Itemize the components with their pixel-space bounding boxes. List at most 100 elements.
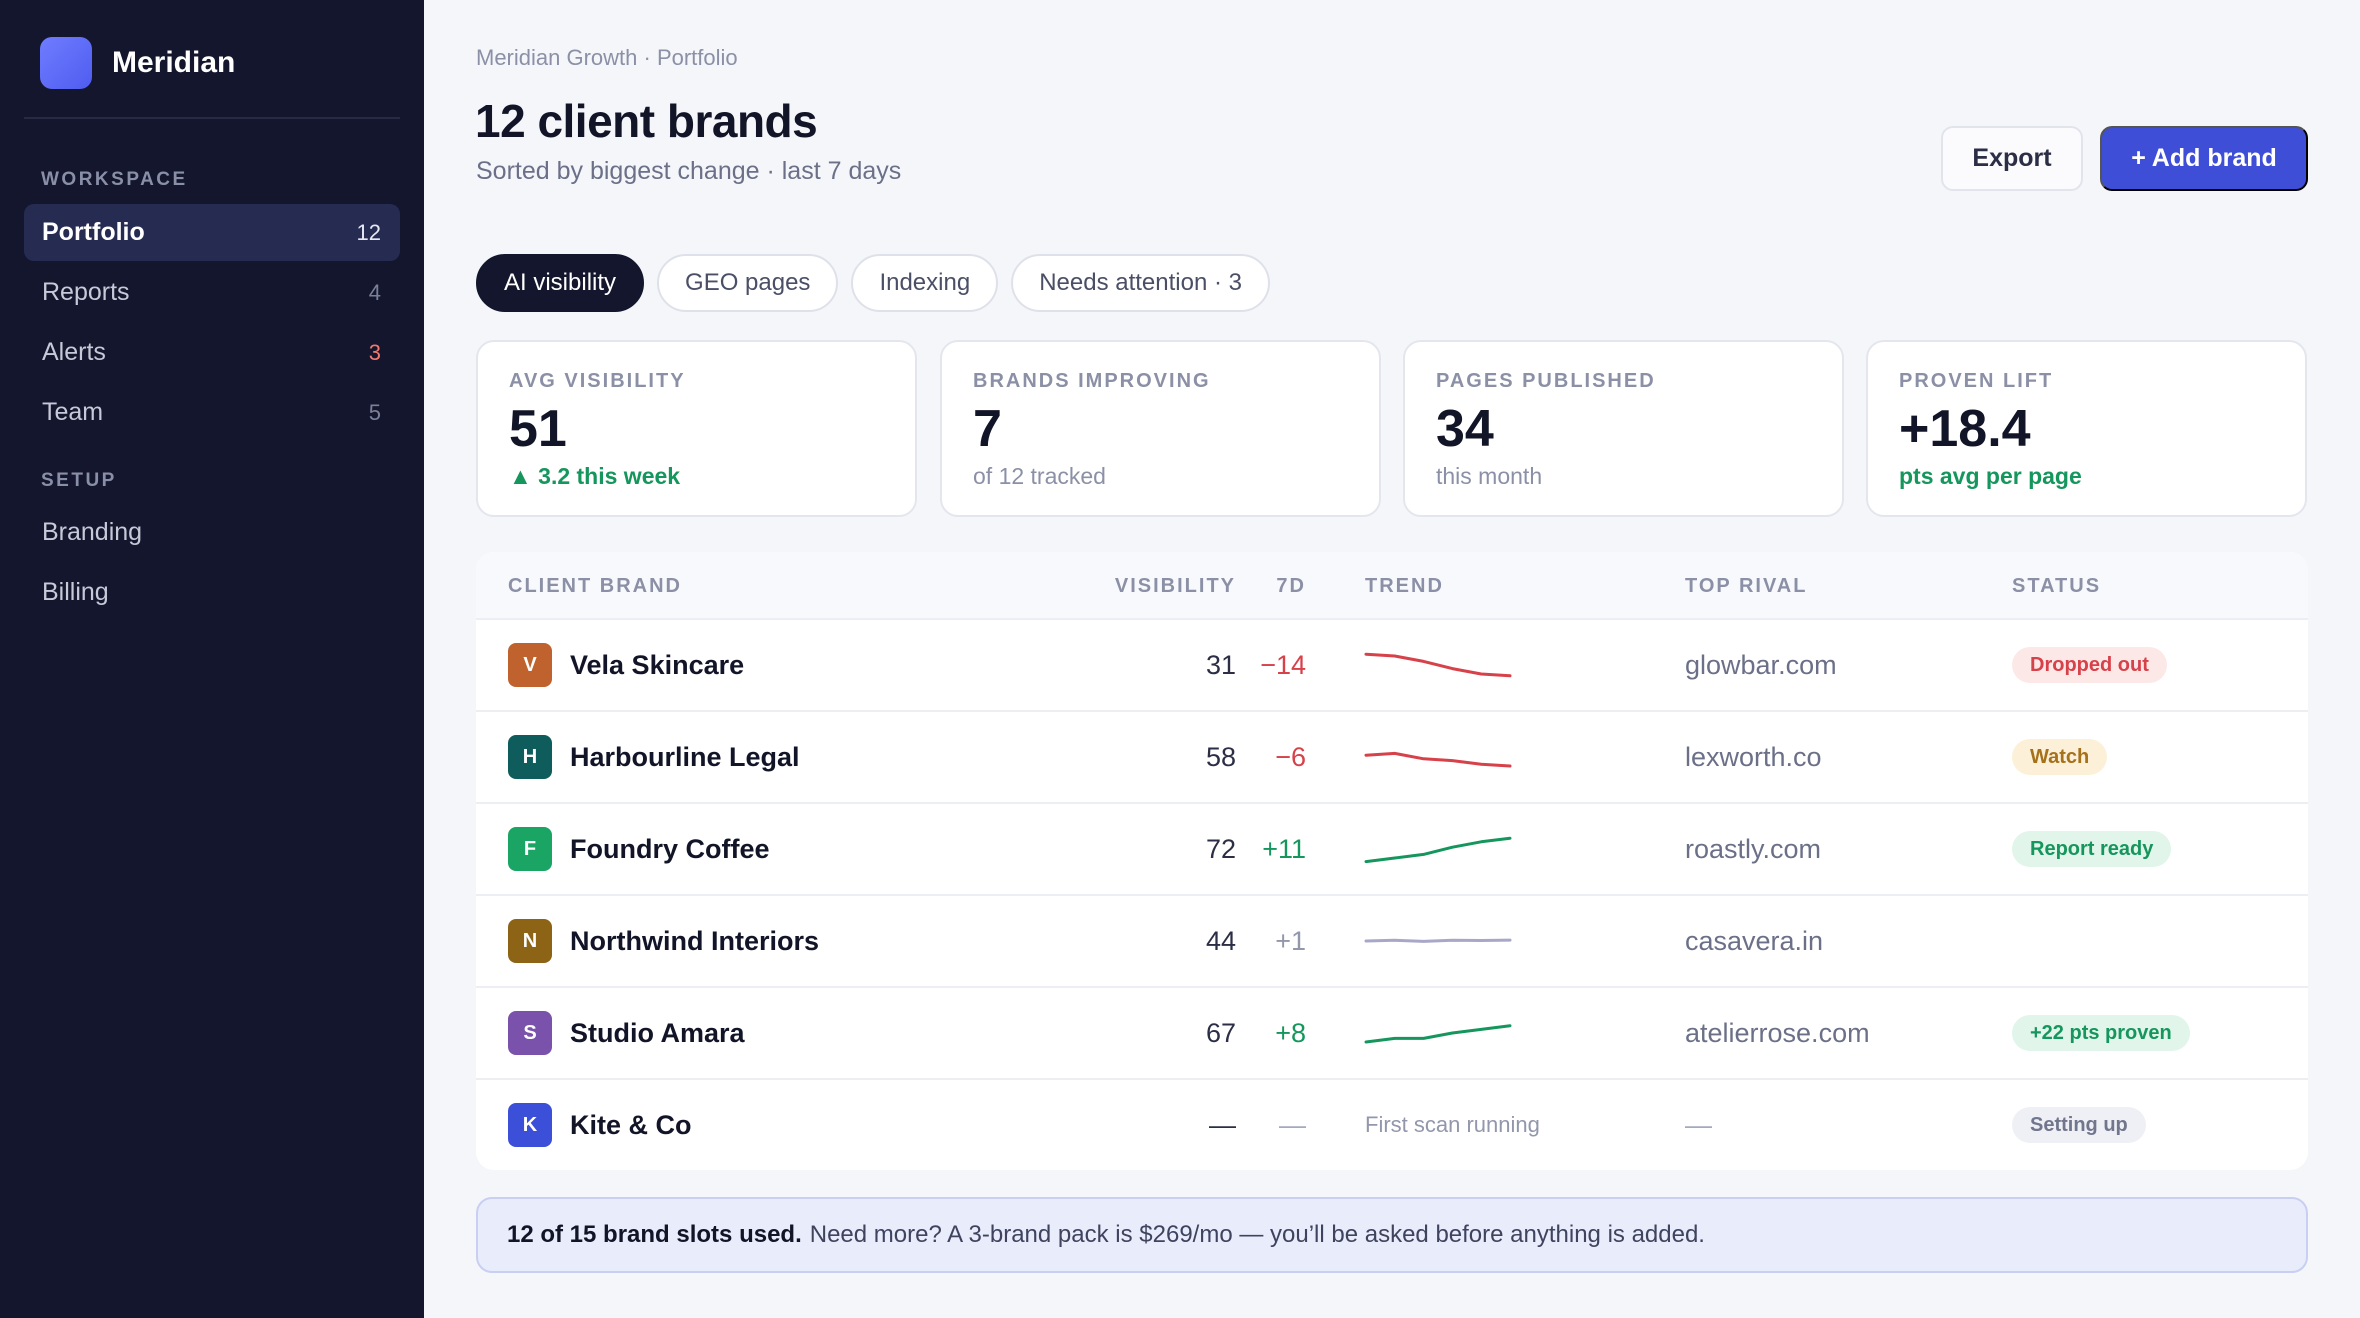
sidebar-item-label: Portfolio xyxy=(42,218,145,246)
visibility-value: 72 xyxy=(1205,833,1236,864)
delta-value: — xyxy=(1279,1109,1306,1140)
top-rival[interactable]: casavera.in xyxy=(1685,925,1824,956)
stat-note: pts avg per page xyxy=(1899,463,2082,489)
table-row[interactable]: H Harbourline Legal 58 −6 lexworth.co Wa… xyxy=(476,712,2308,804)
delta-value: −14 xyxy=(1260,649,1306,680)
sidebar-item-portfolio[interactable]: Portfolio 12 xyxy=(24,204,400,261)
top-rival[interactable]: atelierrose.com xyxy=(1685,1017,1870,1048)
stat-label: PROVEN LIFT xyxy=(1899,370,2054,392)
delta-value: −6 xyxy=(1275,741,1306,772)
table-header: CLIENT BRAND VISIBILITY 7D TREND TOP RIV… xyxy=(476,552,2308,620)
status-cell: Dropped out xyxy=(2012,620,2167,710)
sidebar-item-label: Alerts xyxy=(42,338,106,366)
export-button[interactable]: Export xyxy=(1941,126,2083,191)
top-rival[interactable]: glowbar.com xyxy=(1685,649,1837,680)
trend-sparkline xyxy=(1364,988,1512,1078)
stat-card-proven-lift: PROVEN LIFT +18.4 pts avg per page xyxy=(1866,340,2307,517)
table-row[interactable]: V Vela Skincare 31 −14 glowbar.com Dropp… xyxy=(476,620,2308,712)
delta-value: +1 xyxy=(1275,925,1306,956)
table-row[interactable]: K Kite & Co — — First scan running — Set… xyxy=(476,1080,2308,1170)
top-rival[interactable]: lexworth.co xyxy=(1685,741,1822,772)
top-rival: — xyxy=(1685,1109,1712,1140)
app-name: Meridian xyxy=(112,46,236,79)
status-badge: +22 pts proven xyxy=(2012,1015,2190,1051)
status-badge: Watch xyxy=(2012,739,2108,775)
brand-name[interactable]: Studio Amara xyxy=(570,1017,745,1048)
visibility-value: 44 xyxy=(1205,925,1236,956)
status-cell: +22 pts proven xyxy=(2012,988,2190,1078)
brand-avatar: K xyxy=(508,1103,552,1147)
status-cell: Report ready xyxy=(2012,804,2172,894)
stat-value: 34 xyxy=(1436,400,1494,458)
status-cell: Setting up xyxy=(2012,1080,2146,1170)
trend-line xyxy=(1364,836,1512,864)
table-row[interactable]: F Foundry Coffee 72 +11 roastly.com Repo… xyxy=(476,804,2308,896)
brand-avatar: H xyxy=(508,735,552,779)
sidebar-item-label: Team xyxy=(42,398,104,426)
trend-line xyxy=(1364,938,1512,943)
stat-label: AVG VISIBILITY xyxy=(509,370,686,392)
column-header-top-rival[interactable]: TOP RIVAL xyxy=(1685,575,1808,597)
sidebar-item-reports[interactable]: Reports 4 xyxy=(24,264,400,321)
status-badge: Dropped out xyxy=(2012,647,2167,683)
status-badge: Report ready xyxy=(2012,831,2172,867)
add-brand-button[interactable]: + Add brand xyxy=(2100,126,2308,191)
tab-indexing[interactable]: Indexing xyxy=(851,254,999,312)
sidebar-item-branding[interactable]: Branding xyxy=(24,504,400,561)
column-header-status[interactable]: STATUS xyxy=(2012,575,2102,597)
brand-cell: V Vela Skincare xyxy=(508,620,744,710)
sidebar-item-count: 4 xyxy=(368,279,381,305)
stat-card-pages-published: PAGES PUBLISHED 34 this month xyxy=(1403,340,1844,517)
breadcrumb: Meridian Growth · Portfolio xyxy=(476,45,738,70)
sidebar-item-team[interactable]: Team 5 xyxy=(24,384,400,441)
sidebar-item-label: Reports xyxy=(42,278,130,306)
slots-banner-bold: 12 of 15 brand slots used. xyxy=(507,1221,802,1248)
brand-avatar: V xyxy=(508,643,552,687)
sidebar-item-billing[interactable]: Billing xyxy=(24,564,400,621)
page-title: 12 client brands xyxy=(475,95,818,147)
column-header-client-brand[interactable]: CLIENT BRAND xyxy=(508,575,682,597)
stat-label: PAGES PUBLISHED xyxy=(1436,370,1656,392)
brand-avatar: S xyxy=(508,1011,552,1055)
brands-table: CLIENT BRAND VISIBILITY 7D TREND TOP RIV… xyxy=(476,552,2308,1170)
status-badge: Setting up xyxy=(2012,1107,2146,1143)
column-header-7d[interactable]: 7D xyxy=(1276,575,1306,597)
stat-label: BRANDS IMPROVING xyxy=(973,370,1211,392)
slots-banner: 12 of 15 brand slots used. Need more? A … xyxy=(476,1197,2308,1273)
sidebar-item-label: Branding xyxy=(42,518,143,546)
trend-sparkline xyxy=(1364,896,1512,986)
trend-sparkline xyxy=(1364,712,1512,802)
page-subtitle: Sorted by biggest change · last 7 days xyxy=(476,157,902,185)
brand-name[interactable]: Vela Skincare xyxy=(570,649,745,680)
brand-cell: N Northwind Interiors xyxy=(508,896,819,986)
brand-name[interactable]: Northwind Interiors xyxy=(570,925,819,956)
brand-avatar: F xyxy=(508,827,552,871)
tab-geo-pages[interactable]: GEO pages xyxy=(657,254,839,312)
trend-status-text: First scan running xyxy=(1365,1112,1540,1137)
stat-card-brands-improving: BRANDS IMPROVING 7 of 12 tracked xyxy=(940,340,1381,517)
brand-avatar: N xyxy=(508,919,552,963)
trend-line xyxy=(1364,751,1512,768)
delta-value: +8 xyxy=(1275,1017,1306,1048)
slots-banner-text: Need more? A 3-brand pack is $269/mo — y… xyxy=(809,1221,1705,1248)
brand-name[interactable]: Harbourline Legal xyxy=(570,741,800,772)
visibility-value: 67 xyxy=(1205,1017,1236,1048)
top-rival[interactable]: roastly.com xyxy=(1685,833,1822,864)
sidebar-item-alerts[interactable]: Alerts 3 xyxy=(24,324,400,381)
stat-note: of 12 tracked xyxy=(973,463,1106,489)
trend-line xyxy=(1364,1024,1512,1044)
tab-needs-attention[interactable]: Needs attention · 3 xyxy=(1011,254,1270,312)
brand-cell: F Foundry Coffee xyxy=(508,804,770,894)
column-header-visibility[interactable]: VISIBILITY xyxy=(1114,575,1236,597)
app-brand[interactable]: Meridian xyxy=(40,36,235,90)
sidebar-item-label: Billing xyxy=(42,578,109,606)
brand-name[interactable]: Foundry Coffee xyxy=(570,833,770,864)
table-row[interactable]: N Northwind Interiors 44 +1 casavera.in xyxy=(476,896,2308,988)
trend-sparkline xyxy=(1364,804,1512,894)
table-row[interactable]: S Studio Amara 67 +8 atelierrose.com +22… xyxy=(476,988,2308,1080)
brand-cell: S Studio Amara xyxy=(508,988,745,1078)
sidebar-divider xyxy=(24,117,400,119)
brand-name[interactable]: Kite & Co xyxy=(570,1109,692,1140)
tab-ai-visibility[interactable]: AI visibility xyxy=(476,254,645,312)
sidebar-section-setup: SETUP xyxy=(41,470,117,491)
